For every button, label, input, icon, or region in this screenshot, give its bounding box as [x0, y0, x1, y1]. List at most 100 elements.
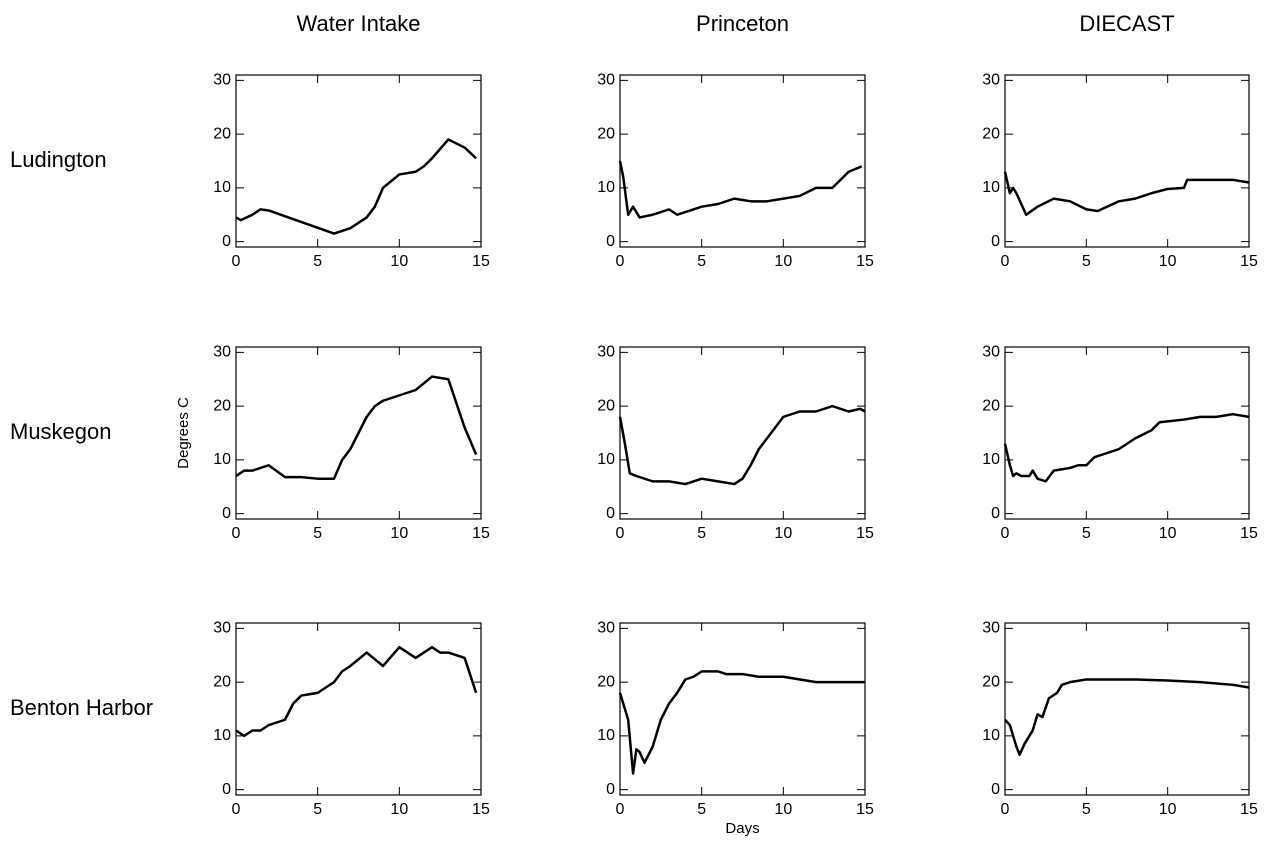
x-tick-label: 15 — [472, 801, 490, 818]
x-tick-label: 10 — [1159, 801, 1177, 818]
y-tick-label: 10 — [597, 451, 615, 468]
data-line — [618, 160, 863, 219]
y-tick-label: 30 — [982, 620, 1000, 637]
y-axis-label: Degrees C — [175, 397, 192, 469]
column-title: DIECAST — [1079, 11, 1174, 36]
x-tick-label: 10 — [774, 801, 792, 818]
x-tick-label: 10 — [390, 525, 408, 542]
y-tick-label: 20 — [597, 125, 615, 142]
x-tick-label: 0 — [616, 525, 625, 542]
x-tick-label: 5 — [1082, 525, 1091, 542]
x-tick-label: 10 — [1159, 525, 1177, 542]
y-tick-label: 30 — [597, 72, 615, 89]
x-tick-label: 0 — [1001, 253, 1010, 270]
x-tick-label: 15 — [472, 525, 490, 542]
y-tick-label: 20 — [213, 397, 231, 414]
y-tick-label: 10 — [982, 727, 1000, 744]
y-tick-label: 20 — [982, 125, 1000, 142]
data-line — [235, 138, 477, 235]
x-tick-label: 15 — [472, 253, 490, 270]
y-tick-label: 0 — [606, 233, 615, 250]
x-tick-label: 0 — [616, 801, 625, 818]
plot-frame — [619, 74, 866, 248]
y-tick-label: 0 — [991, 781, 1000, 798]
plot-frame — [235, 622, 482, 796]
data-line — [618, 404, 866, 486]
x-axis-label: Days — [725, 820, 759, 837]
x-tick-label: 5 — [313, 525, 322, 542]
y-tick-label: 30 — [597, 344, 615, 361]
y-tick-label: 10 — [597, 727, 615, 744]
x-tick-label: 5 — [697, 525, 706, 542]
row-label: Benton Harbor — [10, 695, 153, 720]
x-tick-label: 5 — [697, 253, 706, 270]
x-tick-label: 15 — [856, 801, 874, 818]
row-label: Ludington — [10, 147, 107, 172]
x-tick-label: 15 — [1240, 253, 1258, 270]
data-line — [235, 375, 478, 480]
y-tick-label: 30 — [982, 344, 1000, 361]
x-tick-label: 15 — [1240, 525, 1258, 542]
data-line — [1003, 171, 1250, 216]
x-tick-label: 5 — [313, 253, 322, 270]
y-tick-label: 10 — [597, 179, 615, 196]
plot-frame — [235, 74, 482, 248]
x-tick-label: 10 — [390, 801, 408, 818]
y-tick-label: 20 — [597, 397, 615, 414]
y-tick-label: 30 — [982, 72, 1000, 89]
x-tick-label: 5 — [1082, 801, 1091, 818]
y-tick-label: 0 — [991, 233, 1000, 250]
x-tick-label: 15 — [856, 525, 874, 542]
y-tick-label: 0 — [222, 781, 231, 798]
y-tick-label: 30 — [597, 620, 615, 637]
y-tick-label: 10 — [982, 179, 1000, 196]
y-tick-label: 0 — [606, 505, 615, 522]
column-title: Princeton — [696, 11, 789, 36]
x-tick-label: 5 — [1082, 253, 1091, 270]
plot-frame — [619, 346, 866, 520]
y-tick-label: 10 — [213, 179, 231, 196]
plot-frame — [235, 346, 482, 520]
y-tick-label: 20 — [597, 673, 615, 690]
x-tick-label: 15 — [1240, 801, 1258, 818]
y-tick-label: 10 — [213, 451, 231, 468]
x-tick-label: 0 — [616, 253, 625, 270]
x-tick-label: 15 — [856, 253, 874, 270]
y-tick-label: 10 — [213, 727, 231, 744]
y-tick-label: 30 — [213, 620, 231, 637]
column-title: Water Intake — [297, 11, 421, 36]
y-tick-label: 0 — [222, 233, 231, 250]
data-line — [235, 645, 478, 738]
y-tick-label: 30 — [213, 72, 231, 89]
data-line — [1003, 412, 1250, 483]
y-tick-label: 20 — [982, 673, 1000, 690]
x-tick-label: 10 — [1159, 253, 1177, 270]
plot-frame — [1004, 74, 1250, 248]
row-label: Muskegon — [10, 419, 112, 444]
y-tick-label: 10 — [982, 451, 1000, 468]
plot-frame — [1004, 622, 1250, 796]
x-tick-label: 0 — [232, 525, 241, 542]
y-tick-label: 0 — [606, 781, 615, 798]
x-tick-label: 0 — [232, 253, 241, 270]
y-tick-label: 20 — [982, 397, 1000, 414]
x-tick-label: 10 — [774, 525, 792, 542]
x-tick-label: 10 — [390, 253, 408, 270]
y-tick-label: 0 — [222, 505, 231, 522]
x-tick-label: 0 — [1001, 801, 1010, 818]
y-tick-label: 20 — [213, 125, 231, 142]
x-tick-label: 5 — [313, 801, 322, 818]
x-tick-label: 0 — [1001, 525, 1010, 542]
plot-frame — [619, 622, 866, 796]
y-tick-label: 20 — [213, 673, 231, 690]
y-tick-label: 30 — [213, 344, 231, 361]
x-tick-label: 0 — [232, 801, 241, 818]
x-tick-label: 10 — [774, 253, 792, 270]
data-line — [618, 670, 865, 775]
y-tick-label: 0 — [991, 505, 1000, 522]
data-line — [1004, 678, 1250, 756]
x-tick-label: 5 — [697, 801, 706, 818]
plot-frame — [1004, 346, 1250, 520]
